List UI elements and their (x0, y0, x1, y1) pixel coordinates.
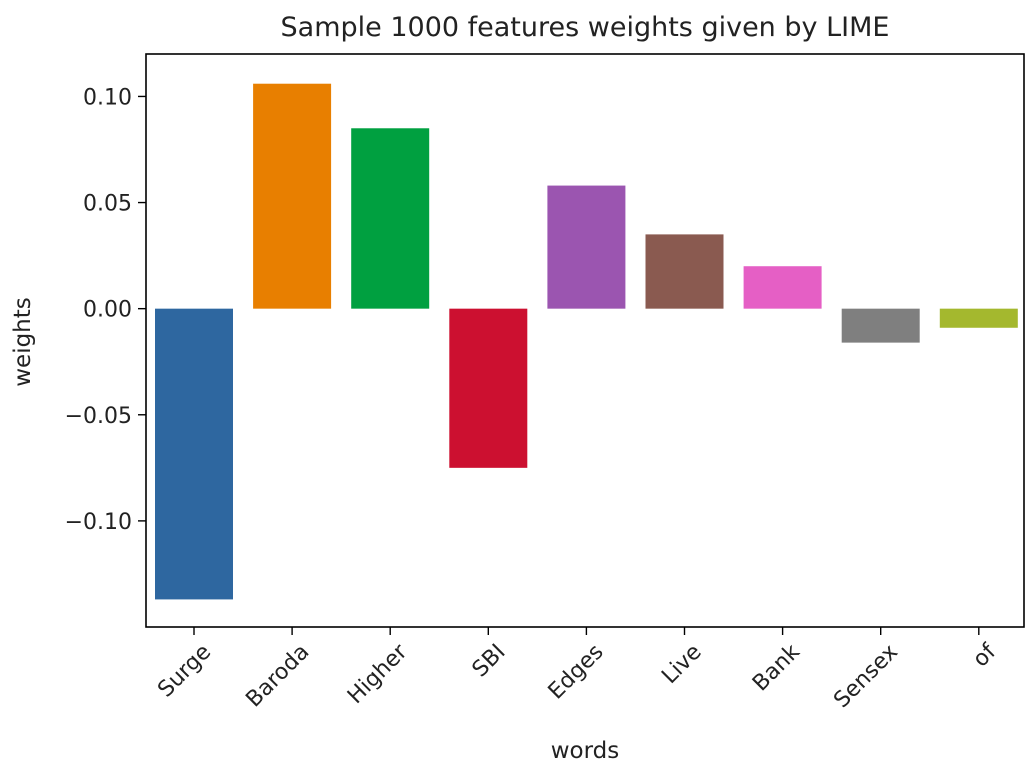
x-tick-label: Edges (544, 640, 609, 705)
bar-sensex (841, 308, 920, 343)
x-tick-label: Live (657, 640, 706, 689)
y-axis-label: weights (10, 297, 36, 387)
y-tick-label: 0.00 (83, 298, 132, 323)
bar-sbi (449, 308, 528, 468)
plot-frame (145, 53, 1025, 628)
x-tick-label: Sensex (829, 640, 903, 714)
x-tick-label: Baroda (241, 640, 314, 713)
x-tick-label: Bank (748, 639, 805, 696)
x-tick-label: SBI (468, 640, 511, 683)
y-tick-label: 0.10 (83, 85, 132, 110)
bars-layer (155, 83, 1018, 600)
bar-bank (743, 266, 822, 309)
y-axis-ticks: 0.10 0.05 0.00 −0.05 −0.10 (65, 85, 146, 535)
x-axis-label: words (551, 738, 620, 764)
bar-edges (547, 185, 626, 309)
x-tick-label: Surge (153, 640, 216, 703)
x-axis-ticks: Surge Baroda Higher SBI Edges Live Bank Sensex o… (153, 627, 1002, 713)
bar-of (939, 308, 1018, 328)
y-tick-label: −0.05 (65, 404, 132, 429)
x-tick-label: Higher (343, 639, 413, 709)
y-tick-label: −0.10 (65, 510, 132, 535)
bar-baroda (253, 83, 332, 309)
bar-higher (351, 128, 430, 309)
y-tick-label: 0.05 (83, 192, 132, 217)
bar-live (645, 234, 724, 309)
chart-title: Sample 1000 features weights given by LI… (281, 12, 890, 43)
x-tick-label: of (968, 639, 1002, 673)
bar-surge (155, 308, 233, 600)
